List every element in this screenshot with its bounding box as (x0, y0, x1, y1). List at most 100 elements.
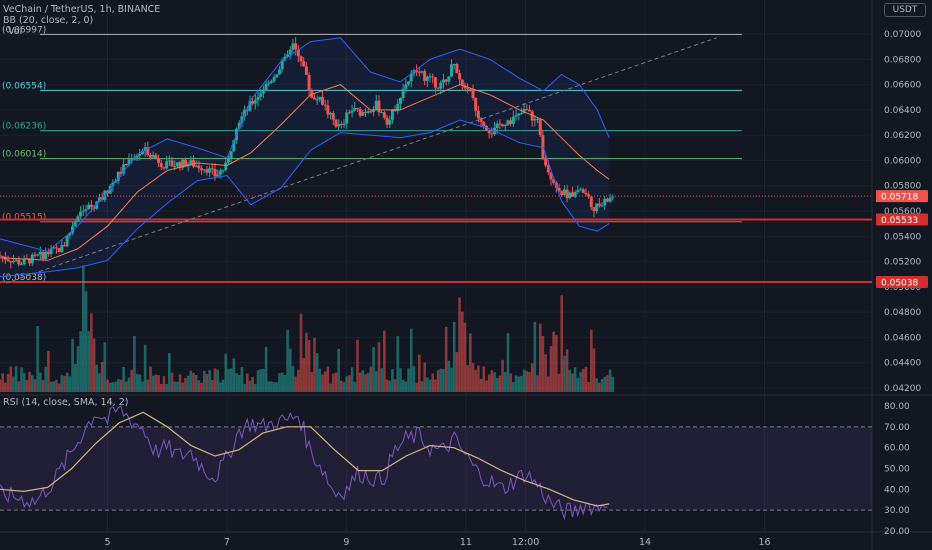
volume-bar (600, 379, 604, 392)
volume-bar (248, 380, 252, 392)
volume-bar (197, 380, 201, 392)
volume-bar (275, 382, 279, 392)
candle-body (476, 110, 480, 119)
volume-bar (73, 363, 77, 392)
candle-body (138, 154, 142, 156)
volume-bar (200, 382, 203, 392)
candle-body (68, 232, 72, 236)
volume-bar (517, 376, 521, 392)
candle-body (213, 168, 217, 177)
candle-body (549, 172, 553, 180)
candle-body (226, 158, 230, 163)
current-price-badge-bg (876, 190, 928, 203)
candle-body (54, 247, 58, 249)
volume-bar (536, 375, 539, 392)
candle-body (495, 123, 499, 129)
volume-bar (130, 369, 133, 392)
volume-bar (412, 366, 416, 392)
volume-bar (361, 370, 365, 392)
candle-body (89, 204, 93, 208)
price-tick-label: 0.05200 (884, 258, 921, 268)
price-tick-label: 0.05400 (884, 232, 921, 242)
candle-body (302, 61, 306, 67)
rsi-indicator-label[interactable]: RSI (14, close, SMA, 14, 2) (3, 397, 129, 408)
candle-body (44, 252, 48, 259)
volume-bar (447, 360, 451, 392)
volume-bar (264, 346, 268, 392)
candle-body (407, 81, 411, 85)
candle-body (154, 154, 158, 159)
volume-bar (47, 350, 50, 392)
candle-body (119, 171, 123, 174)
volume-bar (487, 374, 491, 392)
candle-body (278, 69, 282, 75)
candle-body (538, 119, 542, 136)
candle-body (14, 259, 18, 261)
candle-body (73, 221, 77, 227)
support-price-badge: 0.05533 (881, 216, 918, 226)
volume-bar (353, 381, 357, 392)
rsi-line (0, 405, 608, 521)
volume-bar (17, 381, 21, 392)
volume-bar (512, 382, 515, 392)
candle-body (501, 124, 505, 127)
candle-body (374, 100, 378, 110)
candle-body (181, 159, 185, 168)
candle-body (197, 165, 201, 169)
price-tick-label: 0.06000 (884, 156, 921, 166)
candle-body (38, 251, 42, 255)
volume-bar (380, 368, 383, 392)
volume-bar (184, 378, 187, 392)
candle-body (159, 162, 163, 168)
candle-body (466, 88, 470, 90)
candle-body (135, 155, 139, 158)
candle-body (584, 192, 588, 195)
volume-indicator-label[interactable]: Vol (8, 26, 23, 37)
price-tick-label: 0.04400 (884, 359, 921, 369)
volume-bar (393, 379, 397, 392)
time-tick-label: 9 (343, 537, 349, 548)
volume-bar (479, 378, 483, 392)
candle-body (122, 164, 126, 174)
volume-bar (151, 375, 155, 392)
candle-body (436, 87, 440, 89)
candle-body (140, 151, 144, 155)
volume-bar (576, 377, 580, 392)
candle-body (458, 73, 462, 80)
volume-bar (528, 372, 531, 392)
candle-body (350, 110, 354, 113)
bb-indicator-label[interactable]: BB (20, close, 2, 0) (3, 15, 94, 26)
candle-body (167, 160, 171, 162)
candle-body (568, 192, 572, 199)
candle-body (173, 166, 177, 168)
volume-bar (243, 383, 246, 392)
volume-bars (0, 265, 615, 392)
candle-body (95, 201, 99, 209)
fib-level-label: (0.05515) (2, 213, 46, 223)
volume-bar (25, 379, 29, 392)
time-tick-label: 14 (639, 537, 651, 548)
candle-body (447, 76, 451, 82)
currency-selector[interactable]: USDT (884, 3, 926, 17)
volume-bar (455, 352, 459, 392)
candle-body (506, 120, 510, 125)
volume-bar (383, 330, 386, 392)
candle-body (514, 115, 518, 117)
candle-body (151, 154, 155, 158)
volume-bar (28, 371, 31, 392)
volume-bar (168, 353, 171, 392)
time-tick-label: 11 (460, 537, 472, 548)
volume-bar (259, 369, 263, 392)
volume-bar (560, 295, 564, 392)
candle-body (11, 260, 15, 263)
candle-body (296, 49, 300, 57)
volume-bar (119, 379, 123, 392)
rsi-tick-label: 30.00 (884, 506, 910, 516)
volume-bar (33, 379, 37, 392)
candle-body (557, 187, 561, 192)
candle-body (605, 198, 609, 202)
candle-body (162, 167, 166, 169)
candle-body (84, 209, 88, 211)
